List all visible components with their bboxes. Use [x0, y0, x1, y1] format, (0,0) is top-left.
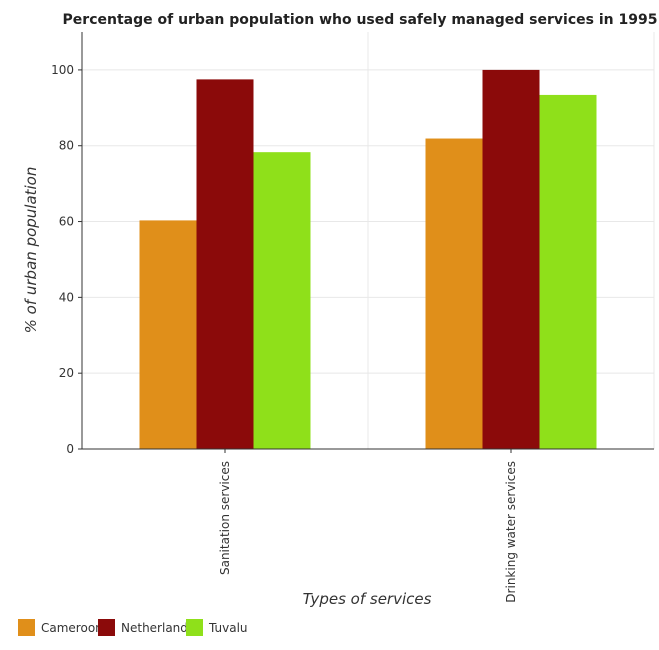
legend-swatch: [18, 619, 35, 636]
y-tick-label: 0: [66, 442, 74, 456]
x-axis-label: Types of services: [303, 590, 432, 608]
bar-cameroon-1: [426, 139, 483, 449]
bar-cameroon-0: [140, 220, 197, 449]
legend-label: Cameroon: [41, 621, 103, 635]
y-tick-label: 40: [59, 290, 74, 304]
y-tick-label: 80: [59, 139, 74, 153]
y-tick-label: 100: [51, 63, 74, 77]
legend-item-tuvalu: Tuvalu: [186, 619, 248, 636]
y-tick-label: 60: [59, 215, 74, 229]
bar-netherlands-0: [197, 79, 254, 449]
legend-label: Netherlands: [121, 621, 194, 635]
legend-item-cameroon: Cameroon: [18, 619, 103, 636]
bar-tuvalu-1: [540, 95, 597, 449]
legend-swatch: [186, 619, 203, 636]
legend-label: Tuvalu: [208, 621, 248, 635]
legend: Cameroon Netherlands Tuvalu: [18, 619, 248, 636]
y-axis-label: % of urban population: [22, 167, 40, 334]
chart-title: Percentage of urban population who used …: [63, 12, 658, 28]
bar-netherlands-1: [483, 70, 540, 449]
x-tick-label: Sanitation services: [218, 461, 232, 575]
legend-item-netherlands: Netherlands: [98, 619, 194, 636]
y-tick-label: 20: [59, 366, 74, 380]
bar-tuvalu-0: [254, 152, 311, 449]
legend-swatch: [98, 619, 115, 636]
x-tick-label: Drinking water services: [504, 461, 518, 603]
